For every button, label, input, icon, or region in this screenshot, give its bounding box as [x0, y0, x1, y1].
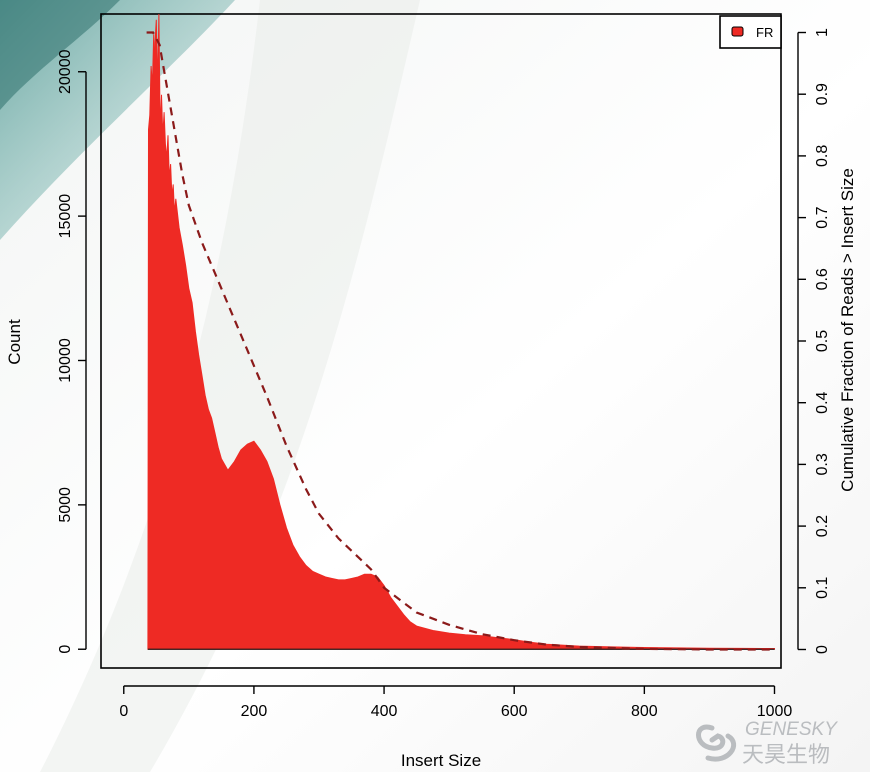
y2-tick-label: 0.6: [814, 268, 831, 290]
genesky-logo-icon: [696, 724, 737, 762]
y-tick-label: 15000: [57, 194, 74, 239]
x-tick-label: 400: [371, 703, 398, 720]
cumulative-fraction-line: [146, 31, 775, 651]
x-tick-label: 1000: [757, 703, 793, 720]
x-tick-label: 800: [631, 703, 658, 720]
cumulative-line-layer: [146, 31, 775, 651]
y-axis-right: 0 0.1 0.2 0.3 0.4 0.5 0.6 0.7 0.8 0.9 1: [797, 28, 831, 654]
watermark-en: GENESKY: [745, 719, 838, 740]
y2-tick-label: 0.8: [814, 145, 831, 167]
background-teal-wave: [0, 0, 235, 240]
x-axis: 0 200 400 600 800 1000: [119, 685, 793, 720]
legend-label-fr: FR: [756, 25, 773, 40]
x-axis-label: Insert Size: [401, 751, 481, 770]
watermark-cn: 天昊生物: [742, 742, 830, 767]
y-axis-label: Count: [5, 319, 24, 365]
legend-box: [719, 15, 782, 49]
y-tick-label: 20000: [57, 49, 74, 94]
y2-tick-label: 0.2: [814, 515, 831, 537]
y-axis-left: 0 5000 10000 15000 20000: [57, 49, 87, 654]
y2-tick-label: 1: [814, 28, 831, 37]
y2-tick-label: 0.4: [814, 391, 831, 413]
y2-axis-label: Cumulative Fraction of Reads > Insert Si…: [838, 168, 857, 492]
background-sheen-band: [40, 0, 420, 772]
histogram-area-fr: [147, 13, 775, 650]
y2-tick-label: 0.3: [814, 453, 831, 475]
background-teal-wave-inner: [0, 0, 120, 110]
genesky-watermark: GENESKY 天昊生物: [696, 719, 838, 767]
legend: FR: [719, 15, 782, 49]
y-tick-label: 0: [57, 645, 74, 654]
x-tick-label: 600: [501, 703, 528, 720]
y-tick-label: 10000: [57, 338, 74, 383]
y2-tick-label: 0.5: [814, 330, 831, 352]
x-tick-label: 200: [241, 703, 268, 720]
y2-tick-label: 0.7: [814, 206, 831, 228]
plot-frame: [100, 13, 782, 669]
y2-tick-label: 0.1: [814, 577, 831, 599]
y2-tick-label: 0.9: [814, 83, 831, 105]
y2-tick-label: 0: [814, 645, 831, 654]
y-tick-label: 5000: [57, 487, 74, 523]
legend-swatch-fr: [731, 26, 744, 37]
x-tick-label: 0: [119, 703, 128, 720]
